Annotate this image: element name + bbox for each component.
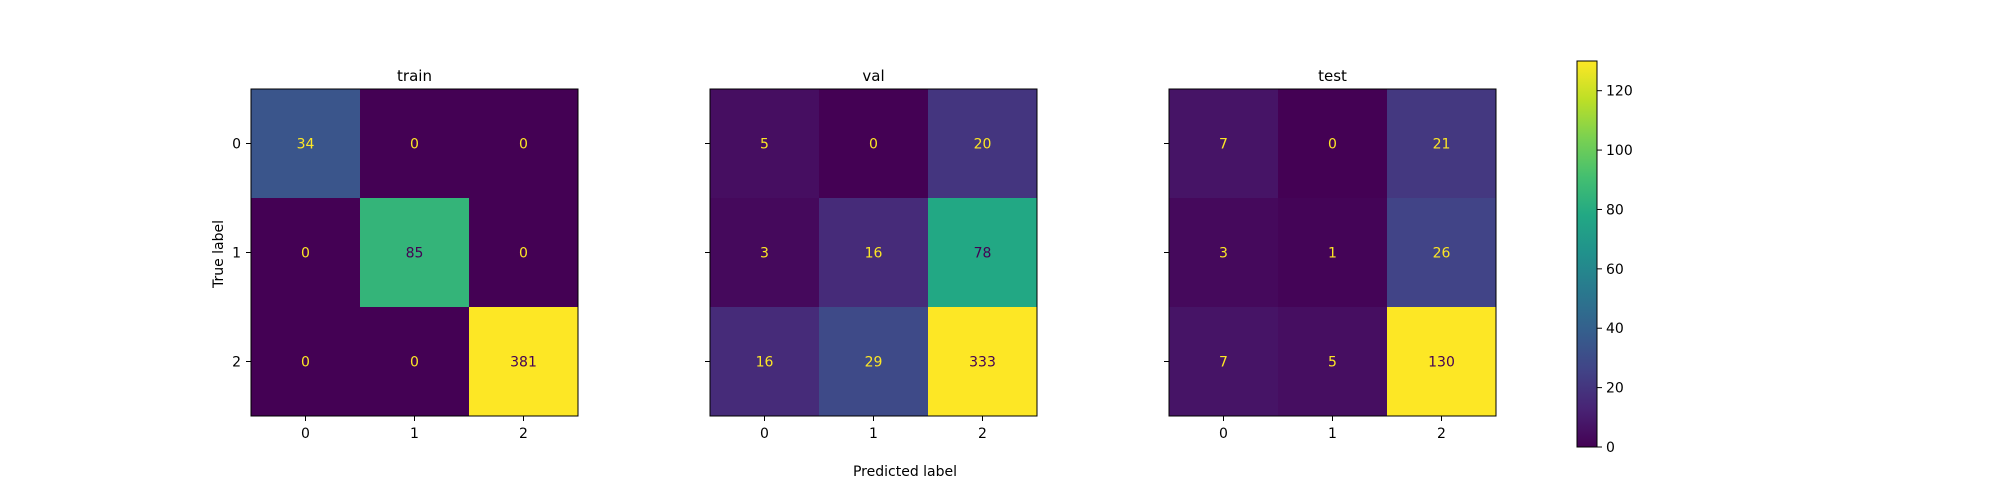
heatmap-cell — [1387, 307, 1496, 416]
colorbar-tick-label: 100 — [1606, 143, 1633, 159]
heatmap-cell — [251, 307, 360, 416]
heatmap-cell — [1278, 198, 1387, 307]
colorbar-tick-label: 20 — [1606, 381, 1624, 397]
heatmap-cell — [819, 307, 928, 416]
cell-value-label: 0 — [301, 355, 310, 371]
x-tick-label: 1 — [410, 426, 419, 442]
x-tick-label: 1 — [1328, 426, 1337, 442]
cell-value-label: 0 — [1328, 137, 1337, 153]
x-tick-label: 2 — [1437, 426, 1446, 442]
heatmap-cell — [251, 89, 360, 198]
colorbar: 0 20 40 60 80 100 120 — [1576, 60, 1633, 456]
x-tick-label: 2 — [978, 426, 987, 442]
cell-value-label: 333 — [969, 355, 996, 371]
cell-value-label: 21 — [1433, 137, 1451, 153]
x-tick-label: 0 — [301, 426, 310, 442]
panel-train: train 34 0 0 0 85 0 0 0 381 0 1 2 0 1 2 — [232, 67, 579, 442]
heatmap-cell — [251, 198, 360, 307]
heatmap-cell — [360, 198, 469, 307]
x-tick-label: 1 — [869, 426, 878, 442]
heatmap-cell — [819, 89, 928, 198]
cell-value-label: 5 — [1328, 355, 1337, 371]
x-tick-label: 2 — [519, 426, 528, 442]
heatmap-cell — [928, 198, 1037, 307]
heatmap-cell — [928, 307, 1037, 416]
cell-value-label: 0 — [519, 246, 528, 262]
cell-value-label: 20 — [974, 137, 992, 153]
cell-value-label: 0 — [410, 355, 419, 371]
colorbar-tick-label: 0 — [1606, 440, 1615, 456]
cell-value-label: 0 — [519, 137, 528, 153]
heatmap-cell — [1278, 307, 1387, 416]
cell-value-label: 26 — [1433, 246, 1451, 262]
cell-value-label: 34 — [297, 137, 315, 153]
heatmap-cell — [710, 89, 819, 198]
cell-value-label: 0 — [410, 137, 419, 153]
colorbar-gradient — [1576, 60, 1598, 448]
cell-value-label: 78 — [974, 246, 992, 262]
colorbar-tick-label: 40 — [1606, 321, 1624, 337]
heatmap-cell — [1387, 198, 1496, 307]
cell-value-label: 130 — [1428, 355, 1455, 371]
heatmap-cell — [710, 198, 819, 307]
panel-title: test — [1318, 67, 1347, 85]
cell-value-label: 7 — [1219, 137, 1228, 153]
x-tick-label: 0 — [1219, 426, 1228, 442]
cell-value-label: 0 — [869, 137, 878, 153]
panel-title: train — [397, 67, 432, 85]
colorbar-tick-label: 80 — [1606, 202, 1624, 218]
heatmap-cell — [1278, 89, 1387, 198]
heatmap-cell — [1387, 89, 1496, 198]
heatmap-cell — [469, 198, 578, 307]
cell-value-label: 16 — [865, 246, 883, 262]
cell-value-label: 0 — [301, 246, 310, 262]
heatmap-cell — [469, 307, 578, 416]
cell-value-label: 29 — [865, 355, 883, 371]
panel-title: val — [862, 67, 884, 85]
heatmap-cell — [360, 307, 469, 416]
heatmap-cell — [819, 198, 928, 307]
cell-value-label: 5 — [760, 137, 769, 153]
heatmap-cell — [928, 89, 1037, 198]
panel-test: test 7 0 21 3 1 26 7 5 130 0 1 2 — [1164, 67, 1497, 442]
cell-value-label: 85 — [406, 246, 424, 262]
heatmap-cell — [1169, 307, 1278, 416]
cell-value-label: 3 — [1219, 246, 1228, 262]
y-tick-label: 0 — [232, 137, 241, 153]
heatmap-cell — [1169, 89, 1278, 198]
heatmap-cell — [710, 307, 819, 416]
heatmap-cell — [469, 89, 578, 198]
cell-value-label: 7 — [1219, 355, 1228, 371]
heatmap-cell — [360, 89, 469, 198]
colorbar-tick-label: 120 — [1606, 84, 1633, 100]
cell-value-label: 3 — [760, 246, 769, 262]
x-tick-label: 0 — [760, 426, 769, 442]
y-tick-label: 2 — [232, 355, 241, 371]
colorbar-tick-label: 60 — [1606, 262, 1624, 278]
cell-value-label: 16 — [756, 355, 774, 371]
cell-value-label: 1 — [1328, 246, 1337, 262]
panel-val: val 5 0 20 3 16 78 16 29 333 0 1 2 — [705, 67, 1038, 442]
x-axis-label: Predicted label — [853, 464, 957, 480]
heatmap-cell — [1169, 198, 1278, 307]
y-axis-label: True label — [211, 220, 227, 289]
y-tick-label: 1 — [232, 246, 241, 262]
cell-value-label: 381 — [510, 355, 537, 371]
